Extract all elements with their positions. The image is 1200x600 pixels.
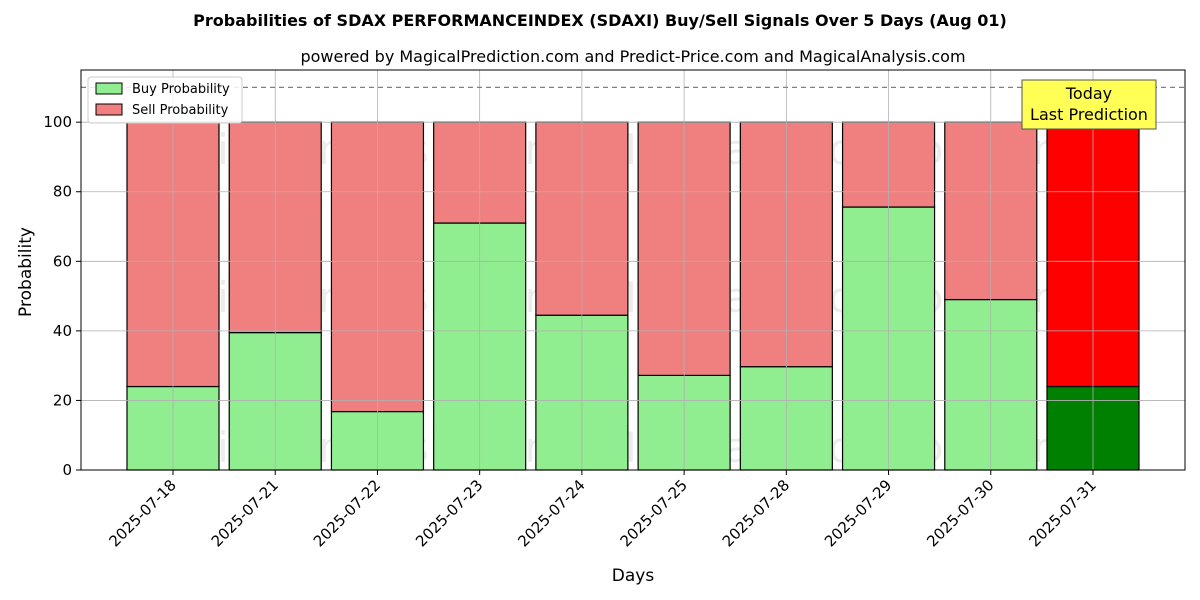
plot-area: MagicalAnalysis.comMagicalPrediction.com… xyxy=(43,69,1186,550)
legend-label-buy: Buy Probability xyxy=(132,82,230,97)
x-tick-label: 2025-07-18 xyxy=(105,476,179,550)
x-tick-label: 2025-07-22 xyxy=(310,476,384,550)
legend-swatch-sell xyxy=(95,103,123,116)
x-axis-label: Days xyxy=(612,566,655,586)
x-tick-label: 2025-07-28 xyxy=(719,476,793,550)
y-tick-label: 20 xyxy=(53,391,72,409)
plot-frame xyxy=(80,69,1186,471)
x-tick-label: 2025-07-31 xyxy=(1025,476,1099,550)
chart-title: Probabilities of SDAX PERFORMANCEINDEX (… xyxy=(193,11,1007,30)
x-tick-label: 2025-07-29 xyxy=(821,476,895,550)
annotation-line-last-prediction: Last Prediction xyxy=(1030,105,1148,124)
x-tick-label: 2025-07-24 xyxy=(514,476,588,550)
y-tick-label: 100 xyxy=(43,113,72,131)
x-tick-label: 2025-07-21 xyxy=(208,476,282,550)
x-tick-label: 2025-07-23 xyxy=(412,476,486,550)
x-tick-label: 2025-07-30 xyxy=(923,476,997,550)
y-tick-label: 80 xyxy=(53,183,72,201)
legend-box xyxy=(87,76,243,124)
x-tick-label: 2025-07-25 xyxy=(617,476,691,550)
y-tick-label: 0 xyxy=(62,461,72,479)
y-axis-label: Probability xyxy=(16,227,36,317)
y-tick-label: 40 xyxy=(53,322,72,340)
legend-swatch-buy xyxy=(95,82,123,95)
legend-label-sell: Sell Probability xyxy=(132,103,229,118)
today-annotation: Today Last Prediction xyxy=(1021,79,1157,130)
y-tick-label: 60 xyxy=(53,252,72,270)
annotation-box xyxy=(1021,79,1157,130)
chart-subtitle: powered by MagicalPrediction.com and Pre… xyxy=(300,47,965,66)
legend: Buy Probability Sell Probability xyxy=(87,76,243,124)
annotation-line-today: Today xyxy=(1065,84,1112,103)
